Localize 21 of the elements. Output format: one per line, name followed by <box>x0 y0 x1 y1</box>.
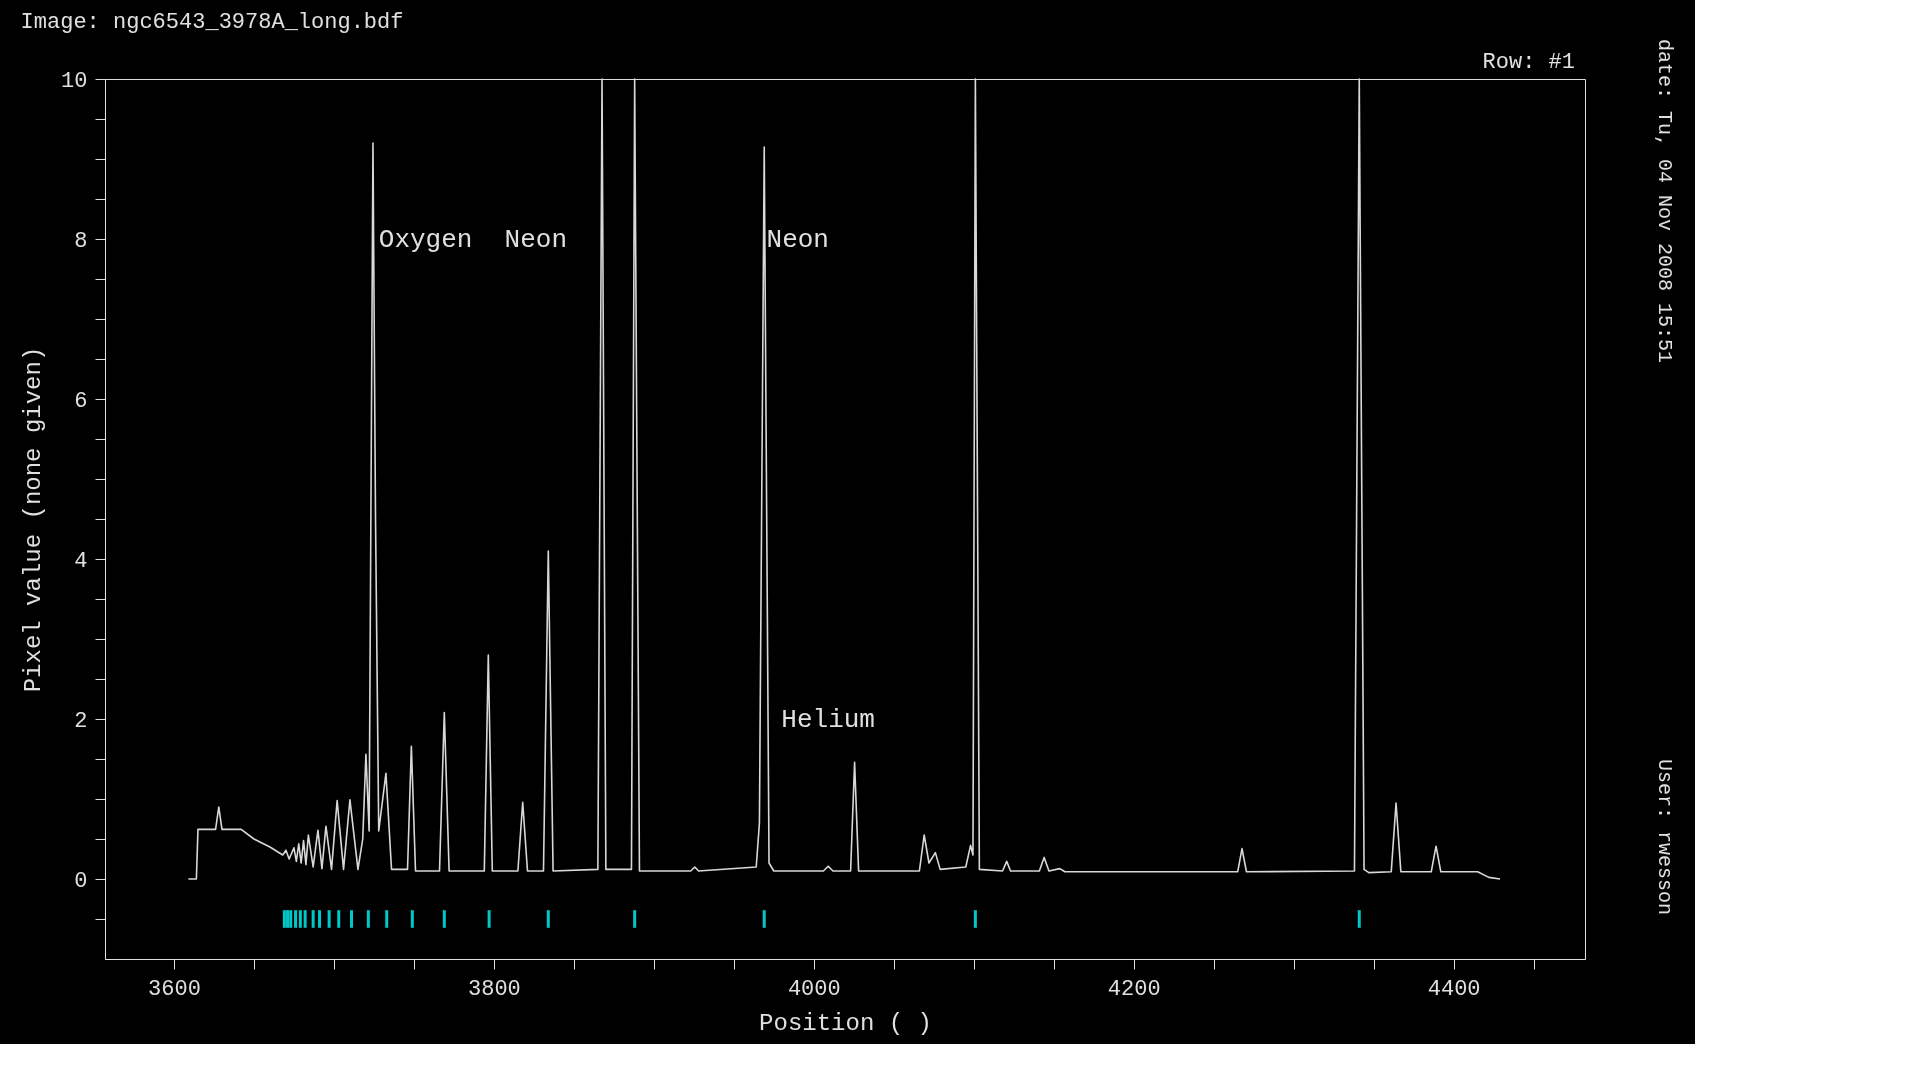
annotation: Helium <box>781 704 875 735</box>
y-tick-label: 4 <box>74 548 88 574</box>
y-tick-label: 2 <box>74 708 88 734</box>
x-tick-label: 3600 <box>148 976 201 1002</box>
y-tick-label: 0 <box>74 868 88 894</box>
x-axis-title: Position ( ) <box>759 1009 932 1037</box>
text: Row: #1 <box>1482 50 1575 75</box>
y-tick-label: 10 <box>61 68 88 94</box>
x-tick-label: 3800 <box>467 976 521 1002</box>
text: date: Tu, 04 Nov 2008 15:51 <box>1653 39 1676 364</box>
x-tick-label: 4000 <box>787 976 841 1002</box>
x-tick-label: 4200 <box>1107 976 1161 1002</box>
annotation: Oxygen <box>378 225 473 256</box>
x-tick-label: 4400 <box>1427 976 1481 1002</box>
y-tick-label: 8 <box>74 228 88 254</box>
y-tick-label: 6 <box>74 388 88 414</box>
annotation: Neon <box>504 225 568 256</box>
text: User: rwesson <box>1653 759 1676 916</box>
y-axis-title: Pixel value (none given) <box>20 346 48 693</box>
chart-title: Image: ngc6543_3978A_long.bdf <box>20 10 404 35</box>
annotation: Neon <box>766 225 829 256</box>
